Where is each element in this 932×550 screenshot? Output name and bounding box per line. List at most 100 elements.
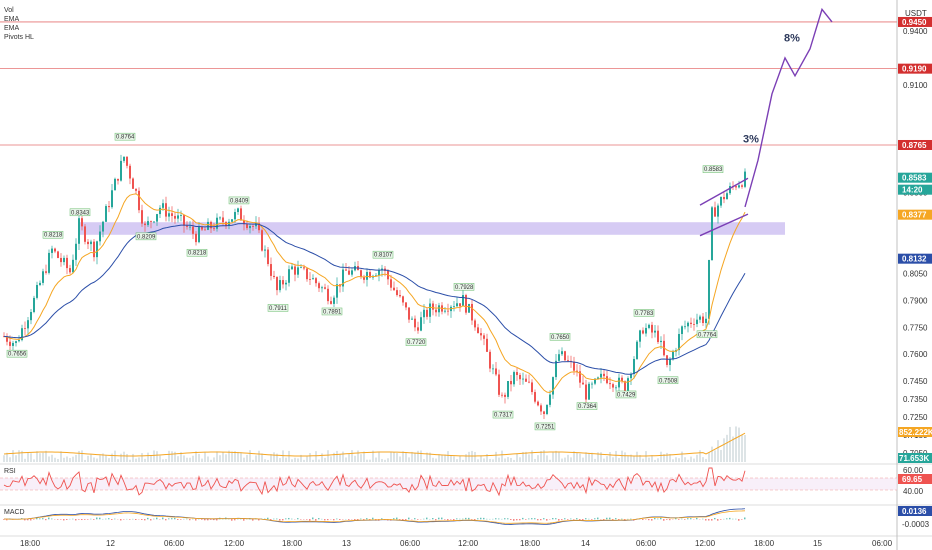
volume-bar <box>339 454 341 462</box>
macd-hist-bar <box>519 519 521 521</box>
y-tick-10: 0.7900 <box>903 296 928 305</box>
macd-hist-bar <box>297 518 299 520</box>
candle-body <box>684 326 686 328</box>
candle-body <box>717 205 719 217</box>
volume-bar <box>561 458 563 462</box>
candle-body <box>174 215 176 219</box>
macd-hist-bar <box>435 519 437 521</box>
candle-body <box>15 341 17 343</box>
rsi-label: RSI <box>4 468 16 475</box>
wedge-upper-line <box>699 177 749 206</box>
pivot-box <box>114 132 136 141</box>
macd-hist-bar <box>447 519 449 521</box>
candle-body <box>390 279 392 288</box>
volume-bar <box>354 455 356 462</box>
candle-body <box>705 318 707 324</box>
macd-hist-bar <box>99 517 101 520</box>
volume-bar <box>270 454 272 462</box>
candle-body <box>9 341 11 346</box>
price-tag-bg <box>898 172 932 183</box>
candle-body <box>204 229 206 231</box>
macd-hist-bar <box>231 519 233 521</box>
ema-fast-line <box>3 193 746 393</box>
macd-hist-bar <box>681 518 683 520</box>
volume-bar <box>519 457 521 462</box>
candle-body <box>33 297 35 313</box>
volume-bar <box>675 457 677 462</box>
candle-body <box>150 221 152 222</box>
volume-tag-bg <box>898 453 932 463</box>
macd-hist-bar <box>594 518 596 520</box>
candle-body <box>600 373 602 378</box>
macd-hist-bar <box>36 517 38 520</box>
candle-body <box>348 270 350 275</box>
candle-body <box>546 404 548 415</box>
price-tag-1: 0.9190 <box>902 65 927 74</box>
candle-body <box>321 287 323 289</box>
volume-bar <box>75 454 77 462</box>
pivot-box <box>696 330 718 339</box>
candle-body <box>504 394 506 397</box>
volume-bar <box>504 458 506 462</box>
pivot-box <box>492 410 514 419</box>
macd-hist-bar <box>165 519 167 521</box>
candle-body <box>489 351 491 369</box>
volume-bar <box>384 459 386 462</box>
volume-bar <box>744 435 746 462</box>
candle-body <box>531 382 533 393</box>
macd-hist-bar <box>78 519 80 520</box>
x-tick-11: 12:00 <box>695 539 716 548</box>
candle-body <box>543 411 545 415</box>
price-tag-bg <box>898 63 932 74</box>
macd-hist-bar <box>531 518 533 520</box>
candle-body <box>75 243 77 260</box>
volume-bar <box>696 454 698 462</box>
macd-hist-bar <box>606 517 608 520</box>
volume-bar <box>672 459 674 462</box>
candle-body <box>144 223 146 226</box>
macd-hist-bar <box>270 519 272 521</box>
volume-bar <box>375 457 377 462</box>
candle-body <box>432 303 434 310</box>
candle-body <box>537 401 539 406</box>
pivot-label-12: 0.7317 <box>494 413 513 419</box>
volume-bar <box>192 455 194 462</box>
macd-hist-bar <box>615 518 617 520</box>
pivot-box <box>702 165 724 173</box>
volume-bar <box>33 459 35 462</box>
candle-body <box>549 394 551 405</box>
volume-bar <box>321 453 323 462</box>
candle-body <box>555 360 557 378</box>
rsi-lower-tick: 40.00 <box>903 487 924 496</box>
candle-body <box>219 217 221 219</box>
volume-bar <box>54 457 56 462</box>
candle-body <box>510 380 512 385</box>
macd-hist-bar <box>582 519 584 521</box>
candle-body <box>618 377 620 388</box>
volume-bar <box>513 459 515 462</box>
volume-bar <box>666 452 668 462</box>
volume-bar <box>594 458 596 462</box>
pivot-box <box>186 248 208 257</box>
candle-body <box>120 160 122 181</box>
candle-body <box>540 405 542 412</box>
pivot-label-15: 0.7364 <box>578 404 597 410</box>
volume-bar <box>549 459 551 462</box>
legend-ema-2: EMA <box>4 25 20 32</box>
y-tick-9: 0.8050 <box>903 269 928 278</box>
candle-body <box>474 320 476 328</box>
candle-body <box>135 188 137 191</box>
volume-bar <box>117 459 119 462</box>
volume-bar <box>423 459 425 462</box>
macd-hist-bar <box>285 518 287 520</box>
candle-body <box>627 378 629 392</box>
legend-ema-1: EMA <box>4 16 20 23</box>
candle-body <box>78 218 80 244</box>
candle-body <box>123 156 125 161</box>
pivot-label-17: 0.7783 <box>635 311 654 317</box>
volume-bar <box>258 450 260 462</box>
macd-hist-bar <box>678 519 680 520</box>
volume-bar <box>111 453 113 462</box>
volume-bar <box>51 454 53 462</box>
